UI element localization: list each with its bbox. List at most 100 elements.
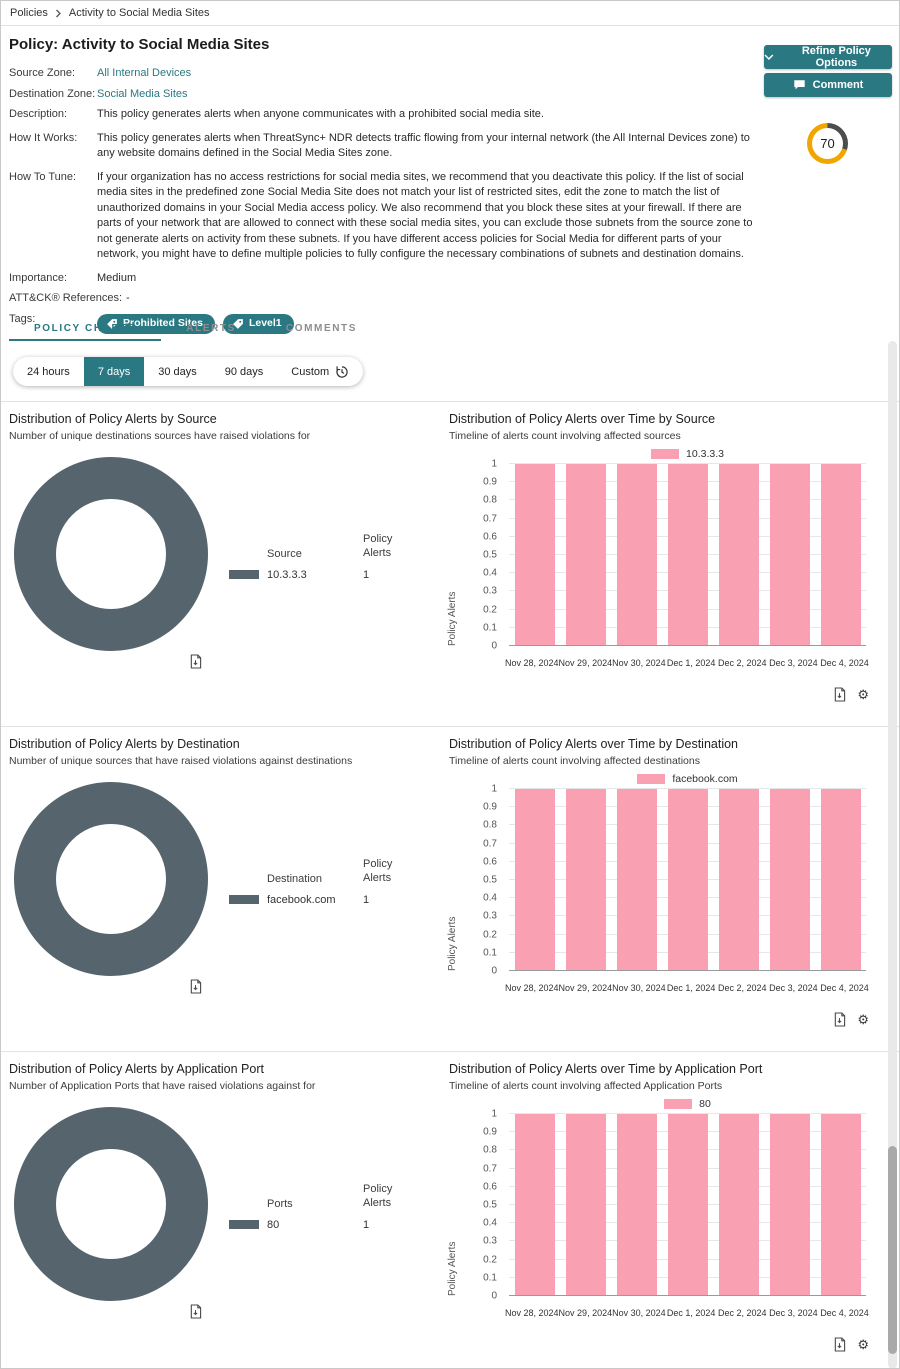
time-option-24-hours[interactable]: 24 hours [27,365,70,378]
bar[interactable] [514,464,555,646]
export-chart-icon[interactable] [833,1337,846,1352]
pie-legend-label: 10.3.3.3 [267,569,307,581]
y-tick-label: 0.1 [483,947,497,959]
destination-zone-label: Destination Zone: [9,87,96,100]
bar-plot-area [509,463,866,646]
export-chart-icon[interactable] [189,979,202,999]
vertical-scrollbar-thumb[interactable] [888,1146,897,1354]
donut-chart[interactable] [14,782,208,976]
breadcrumb-current: Activity to Social Media Sites [68,7,210,19]
bar[interactable] [820,1114,861,1296]
bar[interactable] [565,464,606,646]
vertical-scrollbar-track[interactable] [888,341,897,1368]
y-tick-label: 0.8 [483,494,497,506]
bar[interactable] [616,464,657,646]
tag-icon [107,318,117,329]
description-value: This policy generates alerts when anyone… [97,108,544,120]
pie-legend-header: Ports [267,1198,293,1210]
bar[interactable] [718,789,759,971]
bar[interactable] [769,1114,810,1296]
time-option-custom[interactable]: Custom [277,357,363,386]
pie-legend-label: facebook.com [267,894,336,906]
bar-chart-title: Distribution of Policy Alerts over Time … [449,412,716,426]
x-tick-label: Nov 30, 2024 [612,1308,666,1318]
destination-zone-row: Destination Zone: Social Media Sites [9,87,891,103]
x-axis-line [509,645,866,646]
chart-settings-gear-icon[interactable]: ⚙ [857,687,869,702]
time-option-30-days[interactable]: 30 days [158,365,197,378]
time-option-90-days[interactable]: 90 days [224,365,264,378]
export-chart-icon[interactable] [833,1012,846,1027]
export-chart-icon[interactable] [189,654,202,674]
breadcrumb-policies-link[interactable]: Policies [10,7,48,19]
pie-legend: Ports Policy Alerts 80 1 [229,1182,415,1231]
chart-sections: Distribution of Policy Alerts by Source … [1,401,899,1368]
bar[interactable] [616,1114,657,1296]
y-tick-label: 0.9 [483,1126,497,1138]
x-tick-label: Nov 29, 2024 [558,983,613,993]
destination-zone-link[interactable]: Social Media Sites [97,87,188,100]
bar[interactable] [514,1114,555,1296]
bar[interactable] [718,1114,759,1296]
pie-chart-pane: Distribution of Policy Alerts by Source … [1,402,441,726]
chart-settings-gear-icon[interactable]: ⚙ [857,1337,869,1352]
bar-chart-legend[interactable]: facebook.com [509,773,866,785]
export-chart-icon[interactable] [833,687,846,702]
bar[interactable] [667,464,708,646]
tab-policy-charts[interactable]: POLICY CHARTS [9,316,162,341]
how-it-works-row: How It Works: This policy generates aler… [9,131,891,162]
bar-legend-label: facebook.com [672,773,738,785]
x-tick-label: Dec 2, 2024 [718,658,767,668]
bar[interactable] [565,1114,606,1296]
bar-chart-legend[interactable]: 80 [509,1098,866,1110]
bar-chart-subtitle: Timeline of alerts count involving affec… [449,1080,723,1092]
bar-chart-pane: Distribution of Policy Alerts over Time … [441,727,889,1051]
bar[interactable] [769,789,810,971]
comment-button[interactable]: Comment [764,73,892,97]
y-tick-label: 0.2 [483,1254,497,1266]
bar[interactable] [718,464,759,646]
chart-toolbox: ⚙ [833,687,869,702]
pie-legend-swatch[interactable] [229,570,259,579]
pie-legend-swatch[interactable] [229,1220,259,1229]
breadcrumb: Policies Activity to Social Media Sites [1,1,899,26]
y-tick-label: 0 [491,965,497,977]
pie-legend-swatch[interactable] [229,895,259,904]
y-tick-label: 0.1 [483,1272,497,1284]
bar[interactable] [667,1114,708,1296]
tab-alerts[interactable]: ALERTS [186,323,236,334]
bar[interactable] [820,789,861,971]
bar[interactable] [514,789,555,971]
donut-chart[interactable] [14,457,208,651]
pie-legend-label: 80 [267,1219,280,1231]
bar-chart-legend[interactable]: 10.3.3.3 [509,448,866,460]
bar[interactable] [820,464,861,646]
x-tick-label: Dec 3, 2024 [769,658,818,668]
y-tick-label: 0.6 [483,856,497,868]
donut-chart[interactable] [14,1107,208,1301]
attack-references-label: ATT&CK® References: [9,292,123,304]
bar-plot-area [509,1113,866,1296]
tab-comments[interactable]: COMMENTS [285,323,358,334]
y-tick-label: 0.3 [483,1235,497,1247]
refine-policy-options-button[interactable]: Refine Policy Options [764,45,892,69]
bar-chart-title: Distribution of Policy Alerts over Time … [449,737,739,751]
bar[interactable] [616,789,657,971]
x-axis-line [509,970,866,971]
source-zone-link[interactable]: All Internal Devices [97,67,192,79]
bar[interactable] [667,789,708,971]
bar-legend-swatch [651,449,680,459]
bar[interactable] [565,789,606,971]
time-option-7-days[interactable]: 7 days [83,357,145,386]
how-to-tune-row: How To Tune: If your organization has no… [9,170,891,263]
y-tick-label: 0.2 [483,929,497,941]
chevron-down-icon [764,54,774,60]
export-chart-icon[interactable] [189,1304,202,1324]
chart-settings-gear-icon[interactable]: ⚙ [857,1012,869,1027]
pie-legend-header: Source [267,548,302,560]
bar-chart-subtitle: Timeline of alerts count involving affec… [449,755,700,767]
x-axis-labels: Nov 28, 2024 Nov 29, 2024 Nov 30, 2024 Dec … [505,1308,870,1318]
bar[interactable] [769,464,810,646]
pie-legend-value: 1 [363,569,370,581]
y-tick-label: 0.9 [483,476,497,488]
